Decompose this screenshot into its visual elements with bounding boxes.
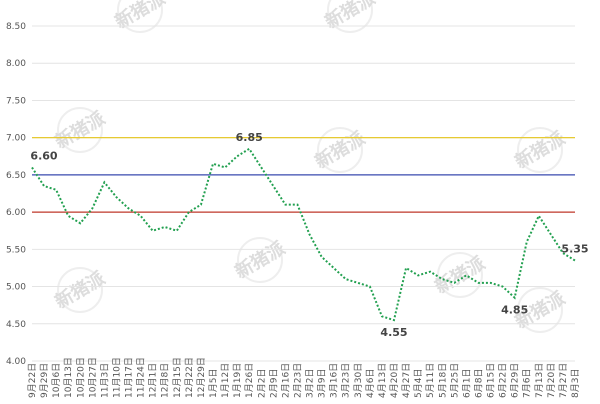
watermark-ring xyxy=(237,237,283,283)
x-tick-label: 11月3日 xyxy=(99,363,110,398)
watermark-ring xyxy=(437,252,483,298)
x-tick-label: 11月17日 xyxy=(124,357,135,398)
x-tick-label: 7月13日 xyxy=(534,363,545,398)
watermark: 新猪派 xyxy=(231,236,290,283)
x-tick-label: 7月6日 xyxy=(522,369,533,398)
x-tick-label: 11月10日 xyxy=(111,357,122,398)
x-tick-label: 12月22日 xyxy=(184,357,195,398)
watermark: 新猪派 xyxy=(511,126,570,173)
y-tick-label: 4.50 xyxy=(6,320,26,330)
x-tick-label: 6月29日 xyxy=(510,363,521,398)
watermark-ring xyxy=(57,107,103,153)
x-tick-label: 2月16日 xyxy=(280,363,291,398)
x-tick-label: 2月9日 xyxy=(268,369,279,398)
watermark-ring xyxy=(517,127,563,173)
x-tick-label: 2月23日 xyxy=(292,363,303,398)
watermark-ring xyxy=(317,127,363,173)
y-tick-label: 6.50 xyxy=(6,171,26,181)
x-tick-label: 12月15日 xyxy=(172,357,183,398)
watermark: 新猪派 xyxy=(431,251,490,298)
value-label: 6.60 xyxy=(30,149,57,162)
y-tick-label: 4.00 xyxy=(6,357,26,367)
x-tick-label: 3月16日 xyxy=(329,363,340,398)
x-tick-label: 3月9日 xyxy=(317,369,328,398)
x-tick-label: 4月6日 xyxy=(365,369,376,398)
x-tick-label: 6月22日 xyxy=(498,363,509,398)
x-tick-label: 4月27日 xyxy=(401,363,412,398)
x-tick-label: 4月20日 xyxy=(389,363,400,398)
x-tick-label: 5月25日 xyxy=(449,363,460,398)
x-tick-label: 5月18日 xyxy=(437,363,448,398)
y-tick-label: 7.50 xyxy=(6,96,26,106)
x-tick-label: 1月12日 xyxy=(220,363,231,398)
x-tick-label: 10月13日 xyxy=(63,357,74,398)
value-label: 5.35 xyxy=(561,243,588,256)
x-tick-label: 8月3日 xyxy=(570,369,581,398)
value-label: 6.85 xyxy=(236,131,263,144)
x-tick-label: 9月22日 xyxy=(27,363,38,398)
y-tick-label: 5.00 xyxy=(6,283,26,293)
y-tick-label: 8.00 xyxy=(6,59,26,69)
x-tick-label: 6月8日 xyxy=(473,369,484,398)
x-tick-label: 6月15日 xyxy=(486,363,497,398)
x-tick-label: 12月1日 xyxy=(148,363,159,398)
x-tick-label: 1月26日 xyxy=(244,363,255,398)
line xyxy=(31,147,576,322)
x-tick-label: 11月24日 xyxy=(136,357,147,398)
y-tick-label: 6.00 xyxy=(6,208,26,218)
value-label: 4.55 xyxy=(380,326,407,339)
x-tick-label: 3月23日 xyxy=(341,363,352,398)
y-tick-label: 7.00 xyxy=(6,134,26,144)
watermark: 新猪派 xyxy=(51,266,110,313)
x-tick-label: 12月29日 xyxy=(196,357,207,398)
value-label: 4.85 xyxy=(501,304,528,317)
x-tick-label: 12月8日 xyxy=(160,363,171,398)
x-tick-label: 1月19日 xyxy=(232,363,243,398)
watermark-ring xyxy=(517,287,563,333)
y-tick-label: 5.50 xyxy=(6,245,26,255)
x-tick-label: 10月20日 xyxy=(75,357,86,398)
watermark: 新猪派 xyxy=(311,126,370,173)
x-tick-label: 7月27日 xyxy=(558,363,569,398)
y-tick-label: 8.50 xyxy=(6,22,26,32)
x-tick-label: 7月20日 xyxy=(546,363,557,398)
x-tick-label: 4月13日 xyxy=(377,363,388,398)
x-tick-label: 5月4日 xyxy=(413,369,424,398)
x-tick-label: 5月11日 xyxy=(425,363,436,398)
watermark-ring xyxy=(57,267,103,313)
x-tick-label: 10月6日 xyxy=(51,363,62,398)
x-tick-label: 9月29日 xyxy=(39,363,50,398)
watermark-ring xyxy=(117,0,163,33)
x-tick-label: 3月2日 xyxy=(305,369,316,398)
x-tick-label: 3月30日 xyxy=(353,363,364,398)
x-tick-label: 1月5日 xyxy=(208,369,219,398)
x-tick-label: 10月27日 xyxy=(87,357,98,398)
watermark: 新猪派 xyxy=(51,106,110,153)
watermark-ring xyxy=(327,0,373,33)
x-tick-label: 2月2日 xyxy=(256,369,267,398)
x-tick-label: 6月1日 xyxy=(461,369,472,398)
